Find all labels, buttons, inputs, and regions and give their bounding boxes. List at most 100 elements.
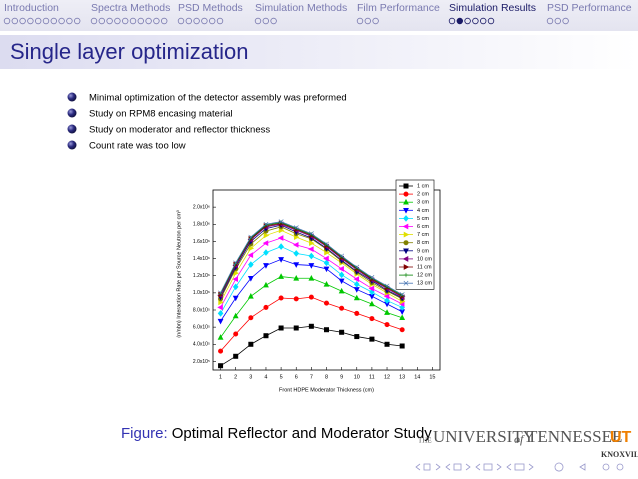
y-tick-label: 2.0x10⁶ — [193, 204, 210, 210]
marker — [248, 235, 254, 241]
logo-of: of — [514, 432, 525, 446]
series — [218, 323, 405, 369]
y-tick-label: 1.8x10⁶ — [193, 222, 210, 228]
marker — [403, 191, 409, 197]
marker — [403, 198, 409, 205]
nav-dot — [372, 17, 379, 25]
marker — [399, 293, 405, 298]
series — [217, 243, 405, 317]
nav-dot — [35, 17, 42, 25]
marker — [292, 241, 299, 248]
y-tick-label: 6.0x10⁵ — [193, 324, 210, 330]
nav-section: Film Performance — [357, 2, 440, 14]
logo-city: KNOXVILLE — [601, 450, 638, 459]
marker — [293, 250, 300, 257]
nav-dot — [364, 17, 371, 25]
y-tick-label: 2.0x10⁵ — [193, 359, 210, 365]
x-tick-label: 5 — [280, 374, 283, 380]
nav-section: Spectra Methods — [91, 2, 170, 14]
nav-dot — [137, 17, 144, 25]
marker — [233, 331, 239, 337]
x-tick-label: 1 — [219, 374, 222, 380]
marker — [293, 225, 299, 231]
nav-dot — [177, 17, 185, 25]
slide-title: Single layer optimization — [10, 39, 248, 64]
marker — [293, 296, 299, 302]
marker — [338, 287, 345, 294]
nav-dot — [106, 17, 113, 25]
marker — [308, 246, 314, 253]
marker — [368, 285, 375, 292]
marker — [323, 266, 330, 273]
nav-bar — [0, 0, 638, 31]
legend-label: 4 cm — [417, 208, 429, 214]
marker — [278, 257, 285, 263]
marker — [278, 273, 285, 279]
marker — [263, 333, 269, 339]
bullet-text: Minimal optimization of the detector ass… — [89, 93, 347, 104]
marker — [247, 292, 254, 299]
x-tick-label: 9 — [340, 374, 343, 380]
marker — [323, 300, 329, 306]
marker — [248, 261, 254, 268]
nav-dot — [145, 17, 152, 25]
nav-section: Simulation Results — [449, 2, 536, 14]
marker — [383, 293, 390, 300]
nav-dot — [66, 17, 73, 25]
nav-dot — [185, 17, 192, 25]
beamer-navigation — [415, 462, 624, 472]
nav: Introduction Spectra Methods PSD Methods Si… — [3, 2, 632, 25]
marker — [384, 283, 390, 289]
x-tick-label: 7 — [310, 374, 313, 380]
marker — [403, 248, 409, 255]
legend-label: 10 cm — [417, 256, 432, 262]
caption: Figure: Optimal Reflector and Moderator S… — [121, 425, 432, 442]
nav-dot — [129, 17, 137, 25]
nav-dot — [262, 17, 269, 25]
x-tick-label: 14 — [414, 374, 420, 380]
marker — [218, 363, 224, 369]
marker — [248, 341, 254, 347]
marker — [309, 240, 315, 247]
marker — [308, 231, 314, 237]
nav-dot — [448, 17, 456, 25]
nav-dot — [193, 17, 200, 25]
logo-university: UNIVERSITY — [433, 427, 535, 446]
y-tick-label: 1.6x10⁶ — [193, 239, 210, 245]
marker — [308, 294, 314, 300]
bullet-ball — [67, 108, 77, 118]
marker — [263, 249, 269, 256]
legend-label: 1 cm — [417, 183, 429, 189]
chart: 1 2 3 4 5 6 7 8 9 10 11 12 13 14 152.0x10⁵4.0x10⁵6.0x1… — [176, 179, 441, 393]
x-tick-label: 4 — [264, 374, 267, 380]
marker — [233, 353, 239, 359]
marker — [218, 290, 223, 296]
marker — [403, 264, 410, 270]
marker — [353, 276, 360, 283]
marker — [384, 341, 390, 347]
marker — [263, 221, 269, 227]
marker — [399, 327, 405, 333]
marker — [323, 280, 330, 287]
marker — [368, 300, 375, 307]
marker — [232, 276, 238, 283]
marker — [217, 310, 224, 317]
marker — [353, 280, 360, 288]
marker — [399, 314, 406, 320]
nav-dot — [114, 17, 121, 25]
marker — [403, 272, 409, 278]
marker — [369, 275, 375, 280]
series — [217, 273, 406, 340]
nav-dot — [98, 17, 105, 25]
marker — [263, 263, 269, 269]
x-tick-label: 8 — [325, 374, 328, 380]
x-tick-label: 12 — [384, 374, 390, 380]
series — [217, 235, 405, 311]
marker — [403, 215, 409, 222]
y-axis-label: (n/nbn) Interaction Rate per Source Neut… — [176, 210, 182, 338]
nav-dot — [480, 17, 487, 25]
marker — [338, 278, 345, 285]
marker — [248, 245, 255, 252]
marker — [278, 295, 284, 301]
nav-dot — [121, 17, 129, 25]
